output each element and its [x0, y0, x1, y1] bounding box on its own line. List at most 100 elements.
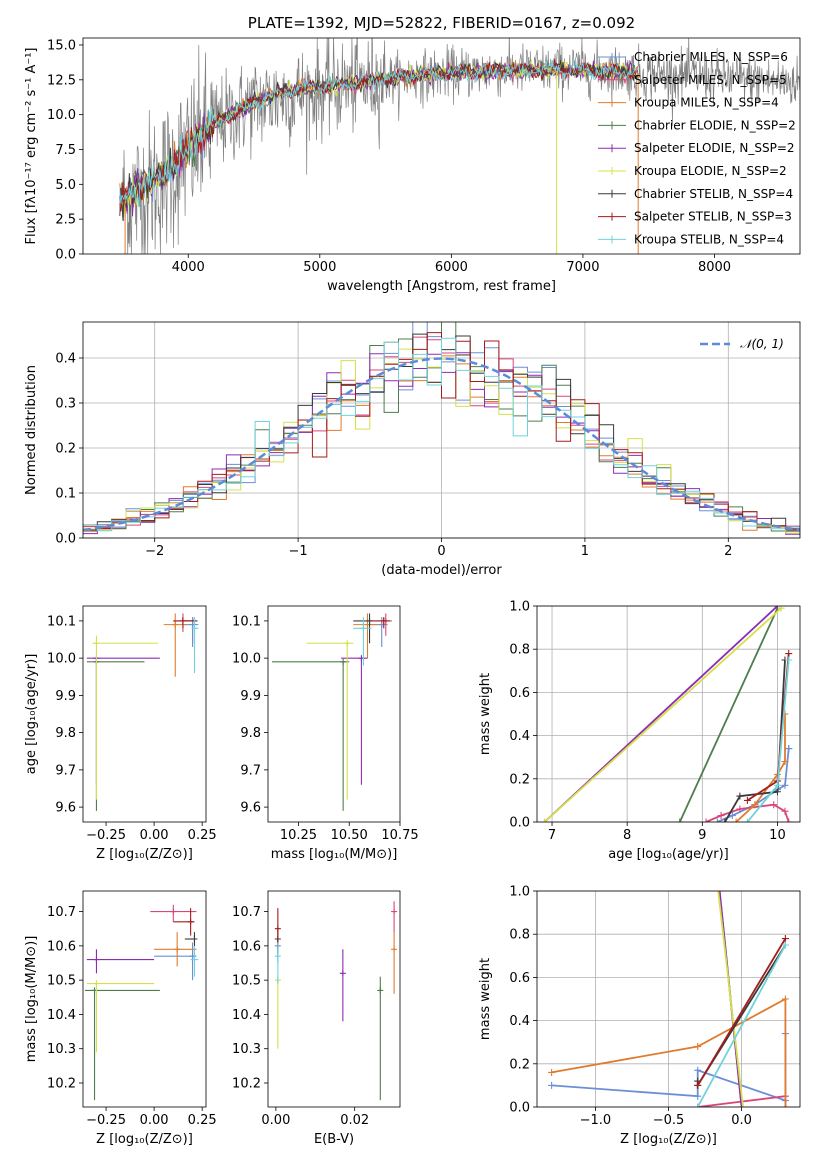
weight-point-kroupa_miles [781, 758, 789, 766]
weight-point-chabrier_miles [694, 1092, 702, 1100]
y-axis-label: mass weight [478, 958, 493, 1040]
y-tick-label: 10.5 [232, 974, 261, 989]
y-tick-label: 9.6 [55, 801, 76, 816]
y-tick-label: 10.1 [232, 614, 261, 629]
age_vs_Z-plot-area [86, 613, 199, 811]
point-kroupa_stelib [360, 625, 367, 632]
point-chabrier_elodie [377, 987, 384, 994]
y-tick-label: 9.8 [240, 726, 261, 741]
legend-label: Chabrier ELODIE, N_SSP=2 [634, 118, 796, 132]
x-axis-label: Z [log₁₀(Z/Z⊙)] [96, 847, 193, 862]
point-salpeter_miles [391, 908, 398, 915]
y-tick-label: 0.0 [55, 532, 76, 547]
weight-point-salpeter_elodie [773, 606, 781, 610]
spectrum-plot-area [119, 38, 800, 254]
weight_vs_age-frame [536, 605, 801, 823]
y-tick-label: 0.3 [55, 397, 76, 412]
x-tick-label: −1.0 [580, 1113, 612, 1128]
weight-point-chabrier_miles [694, 1066, 702, 1074]
legend-label: Salpeter MILES, N_SSP=5 [634, 73, 787, 87]
point-salpeter_stelib [274, 925, 281, 932]
y-tick-label: 10.3 [232, 1042, 261, 1057]
weight-line-chabrier_stelib [724, 659, 786, 822]
x-tick-label: 4000 [172, 260, 205, 275]
x-tick-label: −0.5 [653, 1113, 685, 1128]
weight-point-chabrier_stelib [773, 788, 781, 796]
model-spectrum-chabrier_stelib [119, 60, 639, 222]
y-tick-label: 10.1 [47, 614, 76, 629]
weight-point-chabrier_miles [728, 812, 736, 820]
point-chabrier_elodie [340, 658, 347, 665]
y-tick-label: 0.6 [509, 971, 530, 986]
spectrum-axes [79, 44, 715, 258]
x-tick-label: 5000 [303, 260, 336, 275]
y-tick-label: 0.8 [509, 643, 530, 658]
y-tick-label: 10.0 [47, 652, 76, 667]
weight-line-kroupa_stelib [746, 659, 790, 822]
x-tick-label: 10 [769, 828, 786, 843]
y-axis-label: Flux [fλ10⁻¹⁷ erg cm⁻² s⁻¹ A⁻¹] [24, 48, 39, 245]
x-tick-label: 7 [548, 828, 556, 843]
mass_vs_Z-frame [82, 890, 207, 1108]
x-tick-label: 1 [581, 544, 589, 559]
y-tick-label: 10.6 [47, 939, 76, 954]
y-tick-label: 0.0 [509, 1101, 530, 1116]
y-tick-label: 10.0 [47, 108, 76, 123]
y-tick-label: 10.3 [47, 1042, 76, 1057]
x-tick-label: 9 [698, 828, 706, 843]
weight-point-salpeter_miles [781, 807, 789, 815]
legend-label: Chabrier MILES, N_SSP=6 [634, 50, 788, 64]
weight-point-kroupa_stelib [781, 941, 789, 949]
legend-label: Kroupa MILES, N_SSP=4 [634, 96, 779, 110]
y-tick-label: 10.2 [47, 1077, 76, 1092]
residuals-plot-area [83, 322, 800, 537]
x-tick-label: 10.50 [331, 828, 368, 843]
weight-point-kroupa_miles [694, 1043, 702, 1051]
weight-line-kroupa_miles [551, 997, 787, 1107]
y-tick-label: 1.0 [509, 600, 530, 615]
point-chabrier_stelib [191, 936, 198, 942]
y-tick-label: 10.5 [47, 974, 76, 989]
y-tick-label: 12.5 [47, 73, 76, 88]
x-tick-label: 0.25 [188, 828, 217, 843]
point-kroupa_miles [391, 946, 398, 953]
x-tick-label: −1 [289, 544, 308, 559]
x-axis-label: wavelength [Angstrom, rest frame] [327, 279, 556, 294]
weight-point-kroupa_stelib [785, 656, 793, 664]
model-spectrum-kroupa_stelib [119, 60, 637, 208]
weight-point-kroupa_miles [751, 801, 759, 809]
y-tick-label: 0.2 [509, 1057, 530, 1072]
x-tick-label: 8000 [698, 260, 731, 275]
weight-line-salpeter_stelib [696, 938, 787, 1086]
mass_vs_ebv-plot-area [274, 901, 398, 1101]
x-tick-label: 0.00 [140, 828, 169, 843]
y-tick-label: 0.2 [509, 772, 530, 787]
weight-line-chabrier_elodie [678, 607, 779, 822]
x-tick-label: 8 [623, 828, 631, 843]
weight-point-salpeter_stelib [781, 935, 789, 943]
weight-point-kroupa_miles [781, 1103, 789, 1107]
x-tick-label: 0.0 [731, 1113, 752, 1128]
point-kroupa_miles [172, 621, 179, 628]
normal-curve [83, 357, 800, 532]
point-salpeter_elodie [93, 956, 100, 963]
point-kroupa_elodie [93, 980, 100, 987]
x-tick-label: 0 [437, 544, 445, 559]
weight-point-salpeter_elodie [738, 1103, 746, 1107]
weight-line-salpeter_miles [705, 803, 790, 822]
weight-point-chabrier_miles [548, 1081, 556, 1089]
point-salpeter_stelib [380, 617, 387, 624]
legend-label: Chabrier STELIB, N_SSP=4 [634, 187, 793, 201]
weight-point-salpeter_miles [717, 812, 725, 820]
point-kroupa_stelib [191, 625, 198, 632]
age_vs_Z-axes [79, 620, 203, 826]
y-tick-label: 10.4 [232, 1008, 261, 1023]
x-tick-label: 6000 [435, 260, 468, 275]
mass_vs_ebv-axes [264, 911, 356, 1111]
weight-point-kroupa_stelib [773, 781, 781, 789]
mass_vs_Z-plot-area [84, 904, 199, 1101]
legend-label: Salpeter STELIB, N_SSP=3 [634, 210, 792, 224]
weight-point-chabrier_stelib [721, 818, 729, 822]
point-kroupa_miles [174, 946, 181, 953]
